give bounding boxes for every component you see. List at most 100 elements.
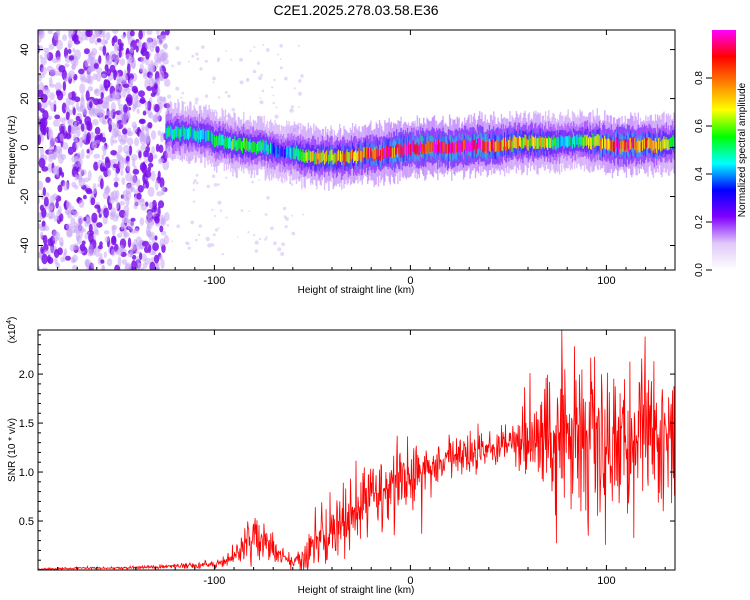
spectrogram-ridge-cell [627, 139, 630, 152]
spectrogram-noise-blob [148, 162, 154, 168]
spectrogram-speckle [254, 240, 259, 245]
spectrogram-noise-blob [85, 75, 92, 84]
y-tick-label: 1.5 [19, 418, 34, 430]
spectrogram-ridge-cell [669, 137, 672, 149]
spectrogram-ridge-cell [434, 143, 437, 154]
y-tick-label: 0.5 [19, 516, 34, 528]
spectrogram-ridge-cell [622, 141, 624, 152]
spectrogram-noise-blob [40, 57, 47, 66]
spectrogram-ridge-cell [379, 150, 382, 161]
spectrogram-ridge-cell [593, 137, 595, 149]
spectrogram-ridge-cell [223, 138, 225, 150]
spectrogram-ridge-cell [666, 139, 669, 151]
spectrogram-noise-blob [102, 45, 107, 56]
spectrogram-noise-blob [40, 93, 48, 103]
spectrogram-noise-blob [69, 109, 73, 116]
spectrogram-ridge-cell [337, 149, 340, 161]
spectrogram-noise-blob [131, 154, 138, 161]
spectrogram-ridge-cell [293, 147, 296, 160]
spectrogram-speckle [231, 107, 235, 112]
spectrogram-speckle [191, 54, 195, 58]
spectrogram-noise-blob [154, 235, 158, 241]
spectrogram-speckle [297, 44, 300, 47]
spectrogram-ridge-cell [336, 151, 339, 162]
spectrogram-ridge-cell [342, 150, 344, 161]
spectrogram-ridge-cell [555, 138, 557, 151]
spectrogram-ridge-cell [165, 127, 167, 138]
spectrogram-ridge-cell [428, 141, 430, 153]
spectrogram-noise-blob [91, 212, 98, 223]
spectrogram-ridge-cell [547, 138, 549, 150]
spectrogram-noise-blob [161, 185, 166, 196]
spectrogram-noise-blob [117, 144, 123, 154]
spectrogram-noise-blob [38, 102, 42, 111]
spectrogram-ridge-cell [194, 130, 196, 141]
spectrogram-speckle [291, 214, 294, 217]
spectrogram-ridge-cell [592, 133, 594, 145]
spectrogram-ridge-cell [503, 138, 506, 151]
spectrogram-ridge-cell [371, 151, 373, 162]
spectrogram-ridge-cell [281, 146, 284, 157]
spectrogram-noise-blob [43, 249, 50, 255]
spectrogram-ridge-cell [320, 152, 322, 163]
spectrogram-speckle [177, 61, 182, 66]
spectrogram-speckle [214, 228, 219, 232]
spectrogram-noise-blob [80, 123, 85, 132]
spectrogram-ridge-cell [356, 152, 358, 164]
spectrogram-speckle [227, 94, 231, 98]
spectrogram-noise-blob [84, 232, 89, 240]
spectrogram-ridge-cell [382, 147, 384, 159]
spectrogram-ridge-cell [567, 136, 569, 148]
spectrogram-speckle [224, 91, 228, 94]
spectrogram-ridge-cell [440, 141, 442, 153]
spectrogram-speckle [259, 100, 264, 105]
spectrogram-ridge-cell [355, 150, 357, 161]
spectrogram-ridge-cell [192, 129, 194, 140]
spectrogram-ridge-cell [343, 150, 345, 162]
spectrogram-noise-blob [155, 46, 160, 53]
spectrogram-noise-blob [77, 157, 83, 168]
spectrogram-noise-blob [105, 31, 111, 41]
spectrogram-noise-blob [127, 63, 131, 74]
spectrogram-noise-blob [42, 187, 46, 196]
spectrogram-noise-blob [48, 43, 55, 50]
snr-frame [37, 329, 676, 571]
spectrogram-noise-blob [112, 35, 118, 43]
spectrogram-ridge-cell [460, 140, 463, 152]
spectrogram-ridge-cell [272, 143, 274, 156]
spectrogram-ridge-cell [206, 130, 208, 142]
spectrogram-noise-blob [41, 220, 46, 228]
spectrogram-ridge-cell [564, 137, 566, 148]
spectrogram-ridge-cell [257, 141, 259, 152]
spectrogram-noise-blob [125, 94, 133, 105]
spectrogram-ridge-cell [450, 142, 452, 154]
spectrogram-noise-blob [85, 154, 91, 159]
spectrogram-speckle [225, 50, 227, 52]
spectrogram-ridge-cell [638, 141, 640, 153]
spectrogram-ridge-cell [553, 135, 555, 146]
spectrogram-ridge-cell [265, 140, 268, 152]
spectrogram-ridge-cell [461, 140, 464, 152]
spectrogram-noise-blob [93, 153, 101, 159]
spectrogram-speckle [274, 114, 279, 119]
spectrogram-speckle [281, 242, 285, 247]
spectrogram-ridge-cell [561, 135, 563, 146]
spectrogram-ridge-cell [373, 149, 375, 162]
spectrogram-ridge-cell [559, 135, 562, 147]
spectrogram-ridge-cell [541, 136, 543, 148]
spectrogram-noise-blob [48, 145, 53, 153]
spectrogram-noise-blob [111, 248, 116, 257]
spectrogram-noise-blob [65, 223, 73, 231]
spectrogram-ridge-cell [525, 134, 527, 147]
spectrogram-ridge-cell [344, 153, 346, 165]
spectrogram-ridge-cell [544, 135, 547, 147]
spectrogram-ridge-cell [437, 144, 439, 155]
spectrogram-noise-blob [87, 249, 93, 257]
spectrogram-ridge-cell [639, 140, 642, 152]
spectrogram-noise-blob [161, 218, 167, 226]
spectrogram-ridge-cell [332, 154, 334, 165]
spectrogram-noise-blob [67, 119, 72, 124]
spectrogram-speckle [225, 176, 228, 179]
spectrogram-ridge-cell [442, 141, 444, 153]
spectrogram-ridge-cell [178, 127, 180, 139]
